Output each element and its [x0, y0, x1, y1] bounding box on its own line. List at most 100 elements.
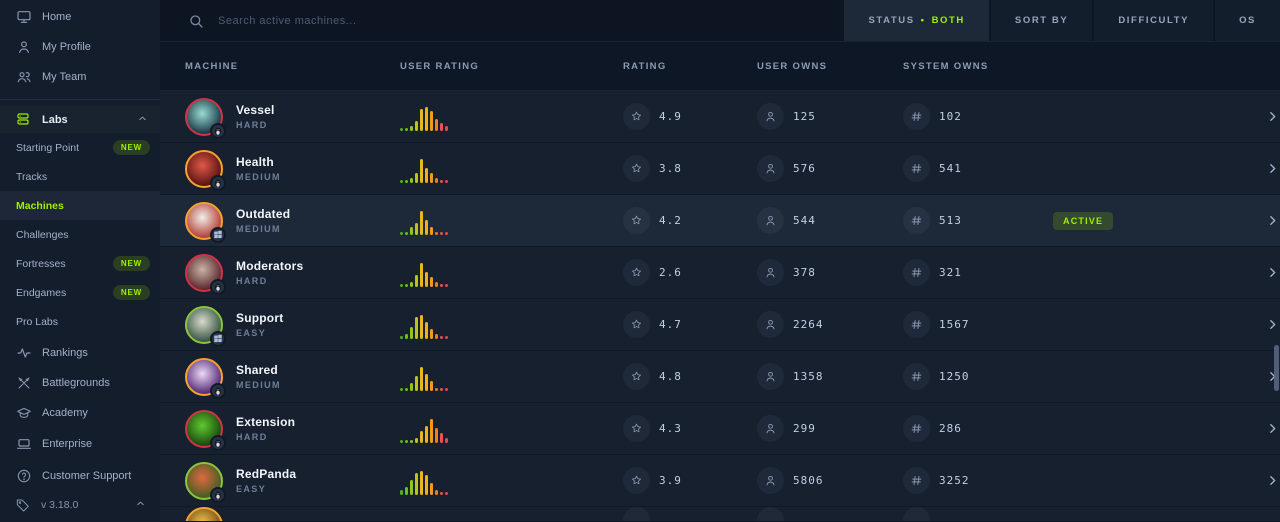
sidebar-item-my-profile[interactable]: My Profile — [0, 32, 160, 62]
rating-value: 3.8 — [659, 162, 682, 175]
sidebar-item-endgames[interactable]: Endgames NEW — [0, 278, 160, 307]
status-filter-button[interactable]: STATUS • BOTH — [844, 0, 989, 41]
user-owns-cell: 5806 — [757, 467, 903, 494]
machine-row[interactable]: Shared MEDIUM 4.8 1358 1250 — [160, 351, 1280, 403]
sidebar-top-nav: Home My Profile My Team — [0, 2, 160, 92]
status-filter-label: STATUS — [868, 15, 915, 26]
sidebar-item-label: Academy — [42, 407, 88, 420]
histogram-bar — [440, 123, 443, 131]
sidebar-item-my-team[interactable]: My Team — [0, 62, 160, 92]
sidebar-item-label: My Team — [42, 71, 87, 83]
machine-table-body: Vessel HARD 4.9 125 102 Health — [160, 91, 1280, 521]
histogram-bar — [445, 125, 448, 131]
histogram-bar — [410, 480, 413, 495]
histogram-bar — [400, 127, 403, 131]
chevron-right-icon[interactable] — [1198, 110, 1280, 123]
os-badge-icon — [210, 122, 226, 139]
star-icon — [623, 415, 650, 442]
machine-row[interactable]: Outdated MEDIUM 4.2 544 513 ACTIVE — [160, 195, 1280, 247]
sidebar-item-pro-labs[interactable]: Pro Labs — [0, 307, 160, 336]
hash-icon — [903, 155, 930, 182]
machine-row[interactable]: Extension HARD 4.3 299 286 — [160, 403, 1280, 455]
sidebar-item-enterprise[interactable]: Enterprise — [0, 428, 160, 460]
machine-difficulty: HARD — [236, 276, 268, 286]
hash-icon — [903, 259, 930, 286]
status-filter-value: BOTH — [931, 15, 965, 26]
version-item[interactable]: v 3.18.0 — [0, 492, 160, 518]
sidebar-item-machines[interactable]: Machines — [0, 191, 160, 221]
rating-value: 4.3 — [659, 422, 682, 435]
sidebar-item-home[interactable]: Home — [0, 2, 160, 32]
histogram-bar — [415, 376, 418, 391]
active-status-badge: ACTIVE — [1053, 211, 1114, 230]
chevron-right-icon[interactable] — [1198, 318, 1280, 331]
sidebar-labs-nav: Starting Point NEW Tracks Machines Challenge… — [0, 133, 160, 336]
user-owns-value: 576 — [793, 162, 816, 175]
status-separator: • — [920, 15, 926, 26]
sidebar-item-label: Challenges — [16, 228, 69, 241]
histogram-bar — [400, 231, 403, 235]
histogram-bar — [420, 108, 423, 131]
hash-icon — [903, 415, 930, 442]
machine-name: Vessel — [236, 103, 275, 117]
chevron-right-icon[interactable] — [1198, 162, 1280, 175]
machine-row[interactable]: RedPanda EASY 3.9 5806 3252 — [160, 455, 1280, 507]
chevron-right-icon[interactable] — [1198, 474, 1280, 487]
new-badge: NEW — [112, 140, 150, 156]
histogram-bar — [435, 333, 438, 339]
os-filter-button[interactable]: OS — [1215, 0, 1280, 41]
sidebar-item-academy[interactable]: Academy — [0, 398, 160, 428]
machine-row[interactable]: Moderators HARD 2.6 378 321 — [160, 247, 1280, 299]
histogram-bar — [425, 106, 428, 131]
scrollbar-thumb[interactable] — [1274, 345, 1279, 391]
chevron-up-icon[interactable] — [135, 498, 146, 512]
os-badge-icon — [210, 278, 226, 295]
hash-icon — [903, 207, 930, 234]
topbar: STATUS • BOTH SORT BY DIFFICULTY OS — [160, 0, 1280, 42]
system-owns-cell: 321 — [903, 259, 1053, 286]
machine-row[interactable] — [160, 507, 1280, 521]
user-owns-value: 378 — [793, 266, 816, 279]
difficulty-filter-button[interactable]: DIFFICULTY — [1094, 0, 1214, 41]
sidebar-section-labs[interactable]: Labs — [0, 106, 160, 133]
histogram-bar — [405, 231, 408, 235]
sidebar-item-rankings[interactable]: Rankings — [0, 338, 160, 368]
os-badge-icon — [210, 486, 226, 503]
chevron-right-icon[interactable] — [1198, 214, 1280, 227]
star-icon — [623, 363, 650, 390]
search-bar[interactable] — [160, 0, 844, 41]
histogram-bar — [400, 387, 403, 391]
machine-row[interactable]: Health MEDIUM 3.8 576 541 — [160, 143, 1280, 195]
machine-name: Support — [236, 311, 284, 325]
sort-by-button[interactable]: SORT BY — [990, 0, 1093, 41]
machine-cell — [160, 507, 400, 521]
chevron-right-icon[interactable] — [1198, 266, 1280, 279]
new-badge: NEW — [112, 285, 150, 301]
chevron-right-icon[interactable] — [1198, 370, 1280, 383]
sidebar-item-customer-support[interactable]: Customer Support — [0, 460, 160, 492]
histogram-bar — [430, 328, 433, 339]
rating-cell: 4.8 — [623, 363, 757, 390]
histogram-bar — [440, 491, 443, 495]
histogram-bar — [430, 276, 433, 287]
machine-row[interactable]: Support EASY 4.7 2264 1567 — [160, 299, 1280, 351]
sidebar-item-tracks[interactable]: Tracks — [0, 162, 160, 191]
histogram-bar — [415, 437, 418, 443]
histogram-bar — [435, 231, 438, 235]
sidebar-item-starting-point[interactable]: Starting Point NEW — [0, 133, 160, 162]
sidebar-item-battlegrounds[interactable]: Battlegrounds — [0, 368, 160, 398]
histogram-bar — [410, 439, 413, 443]
sidebar-item-challenges[interactable]: Challenges — [0, 220, 160, 249]
machine-avatar — [185, 357, 226, 399]
chevron-right-icon[interactable] — [1198, 422, 1280, 435]
search-input[interactable] — [218, 14, 518, 27]
chevron-up-icon[interactable] — [137, 113, 148, 127]
sidebar-item-fortresses[interactable]: Fortresses NEW — [0, 249, 160, 278]
machine-difficulty: HARD — [236, 120, 268, 130]
search-icon — [188, 13, 204, 29]
table-header-row: MACHINE USER RATING RATING USER OWNS SYS… — [160, 42, 1280, 91]
histogram-bar — [430, 227, 433, 235]
histogram-bar — [415, 120, 418, 131]
machine-row[interactable]: Vessel HARD 4.9 125 102 — [160, 91, 1280, 143]
machine-name: Outdated — [236, 207, 291, 221]
